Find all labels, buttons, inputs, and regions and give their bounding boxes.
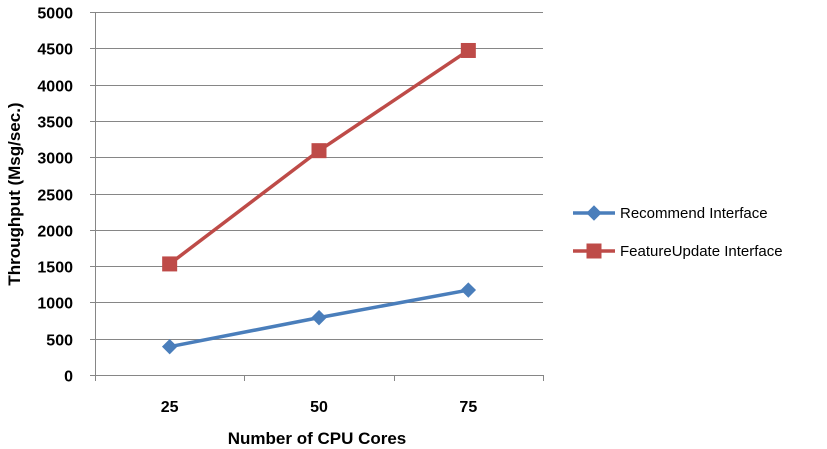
legend-marker [586, 243, 602, 259]
x-tick-label: 25 [161, 399, 179, 416]
legend-marker [586, 205, 602, 221]
legend: Recommend Interface FeatureUpdate Interfa… [573, 205, 783, 260]
data-point [162, 256, 178, 272]
data-point [161, 338, 178, 355]
y-tick-label: 5000 [37, 6, 73, 23]
axes [90, 12, 544, 381]
series-group [161, 42, 477, 355]
data-point [460, 42, 476, 58]
y-tick-label: 1000 [37, 296, 73, 313]
series-0 [161, 282, 477, 355]
legend-item: FeatureUpdate Interface [573, 243, 783, 260]
data-point [460, 282, 477, 298]
y-tick-label: 2000 [37, 224, 73, 241]
x-tick-label: 50 [310, 399, 328, 416]
series-1 [162, 42, 476, 272]
y-tick-label: 3500 [37, 115, 73, 132]
y-tick-label: 2500 [37, 188, 73, 205]
legend-label: Recommend Interface [620, 205, 768, 222]
data-point [311, 309, 327, 326]
x-tick-label: 75 [459, 399, 477, 416]
legend-item: Recommend Interface [573, 205, 768, 222]
data-point [311, 143, 327, 159]
y-tick-label: 3000 [37, 151, 73, 168]
y-tick-label: 1500 [37, 260, 73, 277]
y-tick-label: 4000 [37, 79, 73, 96]
legend-label: FeatureUpdate Interface [620, 243, 783, 260]
x-axis-title: Number of CPU Cores [228, 429, 407, 448]
grid-lines [95, 12, 543, 340]
y-tick-label: 500 [46, 333, 73, 350]
y-tick-label: 4500 [37, 42, 73, 59]
y-axis-title: Throughput (Msg/sec.) [5, 102, 24, 285]
y-tick-label: 0 [64, 369, 73, 386]
tick-labels: 0 500 1000 1500 2000 2500 3000 3500 4000 4500 5000… [37, 6, 477, 417]
